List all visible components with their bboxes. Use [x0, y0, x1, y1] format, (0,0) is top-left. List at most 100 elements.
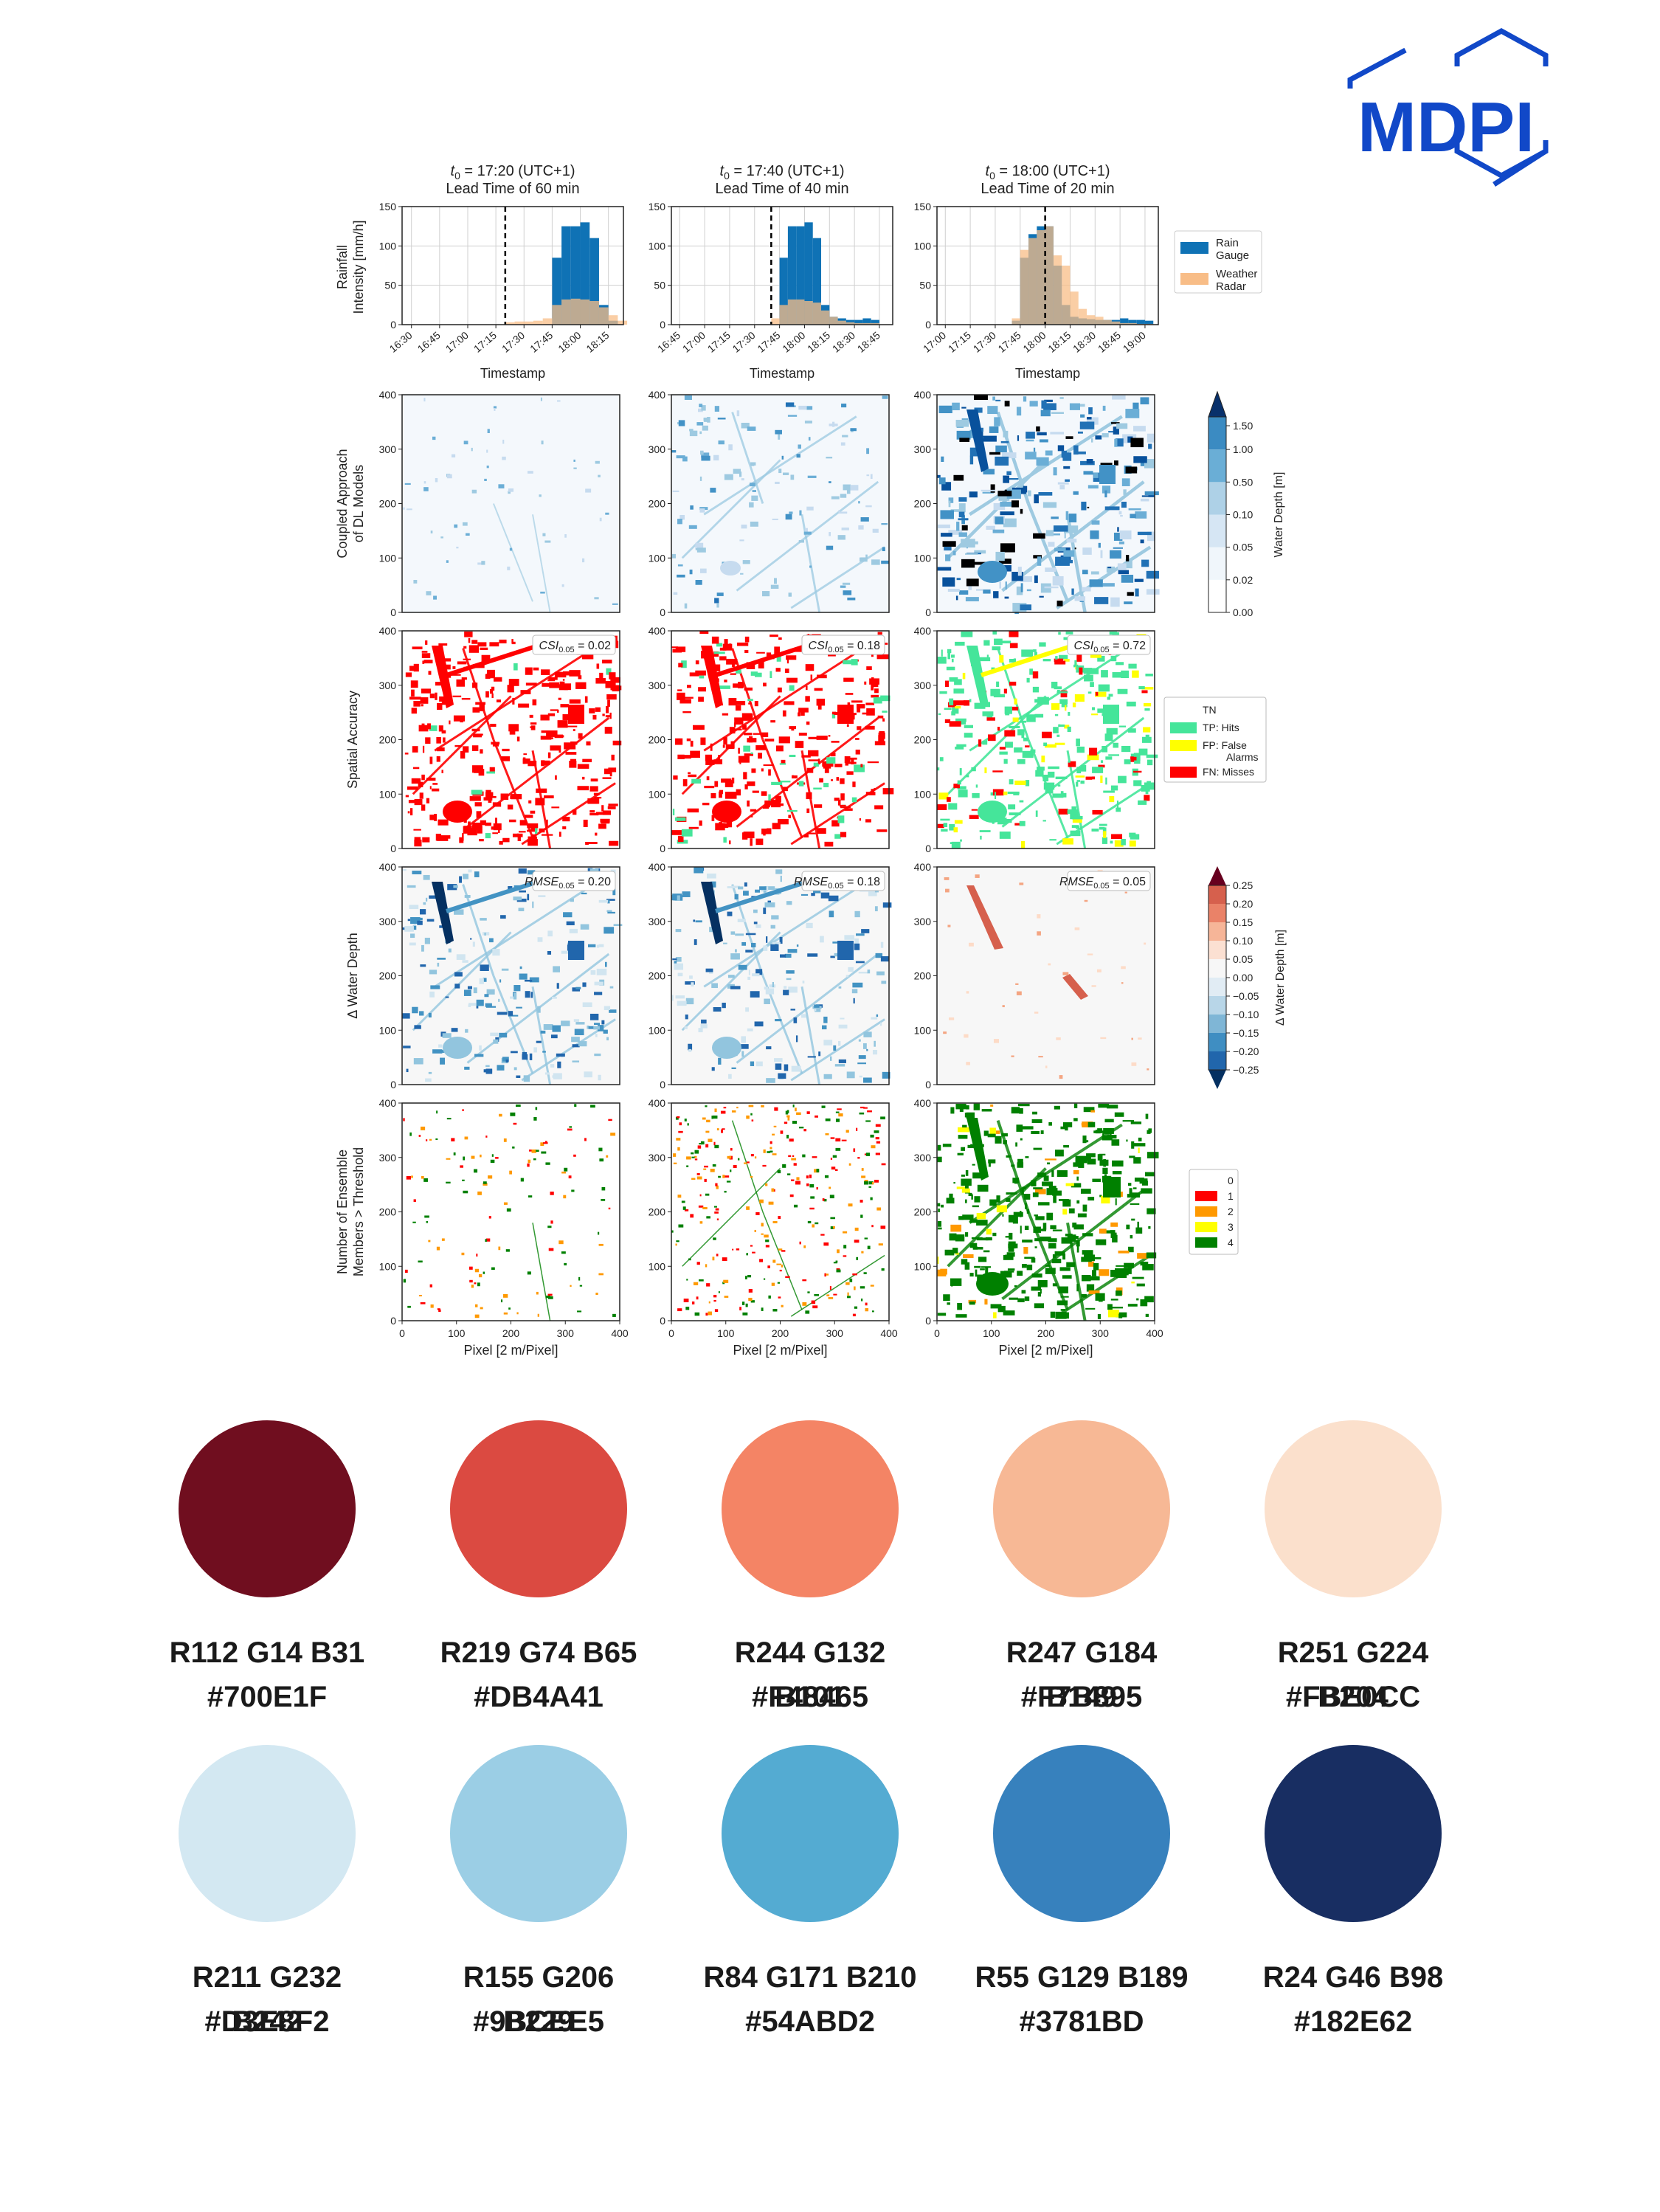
channel-cell: [432, 646, 454, 708]
colorbar-segment: [1208, 922, 1226, 941]
y-tick-label: 300: [379, 916, 397, 927]
bar-weather-radar: [552, 305, 562, 325]
accuracy-cell: [408, 800, 418, 803]
accuracy-cell: [409, 666, 417, 671]
ensemble-cell: [462, 1179, 465, 1181]
ensemble-cell: [778, 1248, 783, 1251]
accuracy-cell: [831, 713, 836, 719]
ensemble-cell: [980, 1268, 985, 1271]
legend-label: FP: False: [1203, 739, 1247, 751]
y-tick-label: 0: [925, 1079, 931, 1091]
delta-cell: [737, 886, 744, 890]
map-background: [402, 1103, 620, 1321]
accuracy-cell: [1034, 699, 1044, 703]
delta-cell: [525, 991, 530, 998]
accuracy-cell: [837, 815, 845, 823]
delta-cell: [698, 1028, 703, 1033]
delta-cell: [573, 1019, 580, 1022]
accuracy-cell: [1105, 777, 1107, 785]
metric-box: [801, 635, 885, 655]
delta-cell: [675, 995, 685, 999]
ensemble-cell: [1099, 1269, 1110, 1276]
accuracy-cell: [1062, 838, 1073, 845]
accuracy-cell: [611, 754, 615, 761]
accuracy-cell: [575, 682, 587, 689]
delta-cell: [510, 996, 516, 999]
ensemble-cell: [403, 1118, 405, 1121]
ensemble-cell: [823, 1242, 829, 1246]
accuracy-cell: [513, 663, 518, 671]
accuracy-cell: [475, 702, 486, 705]
delta-cell: [463, 874, 468, 879]
flood-cell: [1090, 530, 1099, 539]
ensemble-cell: [430, 1304, 434, 1308]
colorbar-label: Water Depth [m]: [1273, 472, 1285, 558]
accuracy-cell: [491, 686, 495, 691]
ensemble-cell: [1135, 1227, 1143, 1234]
column-subtitle: Lead Time of 20 min: [981, 181, 1114, 197]
swatch-hex-label: #FBE0CC: [1285, 1681, 1421, 1713]
ensemble-cell: [786, 1173, 791, 1175]
delta-cell: [467, 986, 472, 989]
delta-cell: [1144, 942, 1147, 945]
legend-swatch: [1170, 740, 1197, 751]
flood-cell: [1121, 501, 1127, 508]
bar-weather-radar: [871, 322, 879, 325]
delta-cell: [838, 1040, 841, 1046]
ensemble-cell: [1009, 1297, 1018, 1300]
ensemble-cell: [1088, 1261, 1095, 1267]
ensemble-cell: [985, 1267, 989, 1274]
accuracy-cell: [1035, 770, 1044, 777]
ensemble-cell: [981, 1266, 992, 1268]
flood-cell: [781, 455, 784, 460]
ensemble-cell: [1131, 1218, 1135, 1221]
delta-cell: [593, 1026, 600, 1030]
accuracy-cell: [840, 832, 847, 837]
accuracy-cell: [518, 703, 530, 708]
flood-cell: [1082, 570, 1088, 575]
accuracy-cell: [823, 764, 831, 769]
accuracy-cell: [1116, 807, 1121, 812]
accuracy-cell: [463, 819, 467, 823]
accuracy-cell: [562, 826, 567, 829]
ensemble-cell: [791, 1158, 797, 1161]
accuracy-cell: [413, 829, 421, 831]
ensemble-cell: [730, 1169, 732, 1172]
accuracy-cell: [1116, 801, 1119, 809]
flood-cell: [958, 532, 967, 537]
ensemble-cell: [1101, 1230, 1113, 1234]
accuracy-cell: [1103, 790, 1115, 793]
ensemble-cell: [1086, 1284, 1095, 1292]
y-tick-label: 50: [919, 280, 931, 291]
flood-cell: [959, 438, 970, 442]
accuracy-cell: [713, 759, 723, 764]
flood-cell: [423, 481, 426, 484]
ensemble-cell: [955, 1252, 959, 1255]
delta-cell: [516, 898, 527, 902]
flood-cell: [999, 581, 1002, 589]
accuracy-cell: [1101, 670, 1108, 678]
ensemble-cell: [436, 1246, 440, 1251]
row-ylabel: Spatial Accuracy: [345, 691, 360, 789]
accuracy-cell: [1133, 753, 1139, 757]
accuracy-cell: [758, 661, 764, 668]
flood-cell: [717, 418, 726, 420]
accuracy-cell: [442, 658, 452, 662]
delta-cell: [598, 1074, 601, 1081]
channel-ensemble: [966, 1118, 989, 1181]
ensemble-cell: [1086, 1140, 1089, 1143]
ensemble-cell: [871, 1225, 874, 1228]
x-tick-label: 17:45: [528, 329, 555, 355]
delta-cell: [519, 973, 528, 980]
accuracy-cell: [851, 758, 854, 765]
ensemble-cell: [491, 1267, 495, 1271]
accuracy-cell: [439, 696, 446, 702]
delta-cell: [606, 1037, 609, 1041]
flood-cell: [471, 489, 477, 494]
ensemble-cell: [724, 1190, 727, 1193]
accuracy-cell: [978, 739, 982, 747]
ensemble-cell: [865, 1308, 869, 1312]
accuracy-cell: [555, 775, 557, 780]
ensemble-cell: [767, 1265, 770, 1268]
delta-cell: [866, 1048, 868, 1051]
